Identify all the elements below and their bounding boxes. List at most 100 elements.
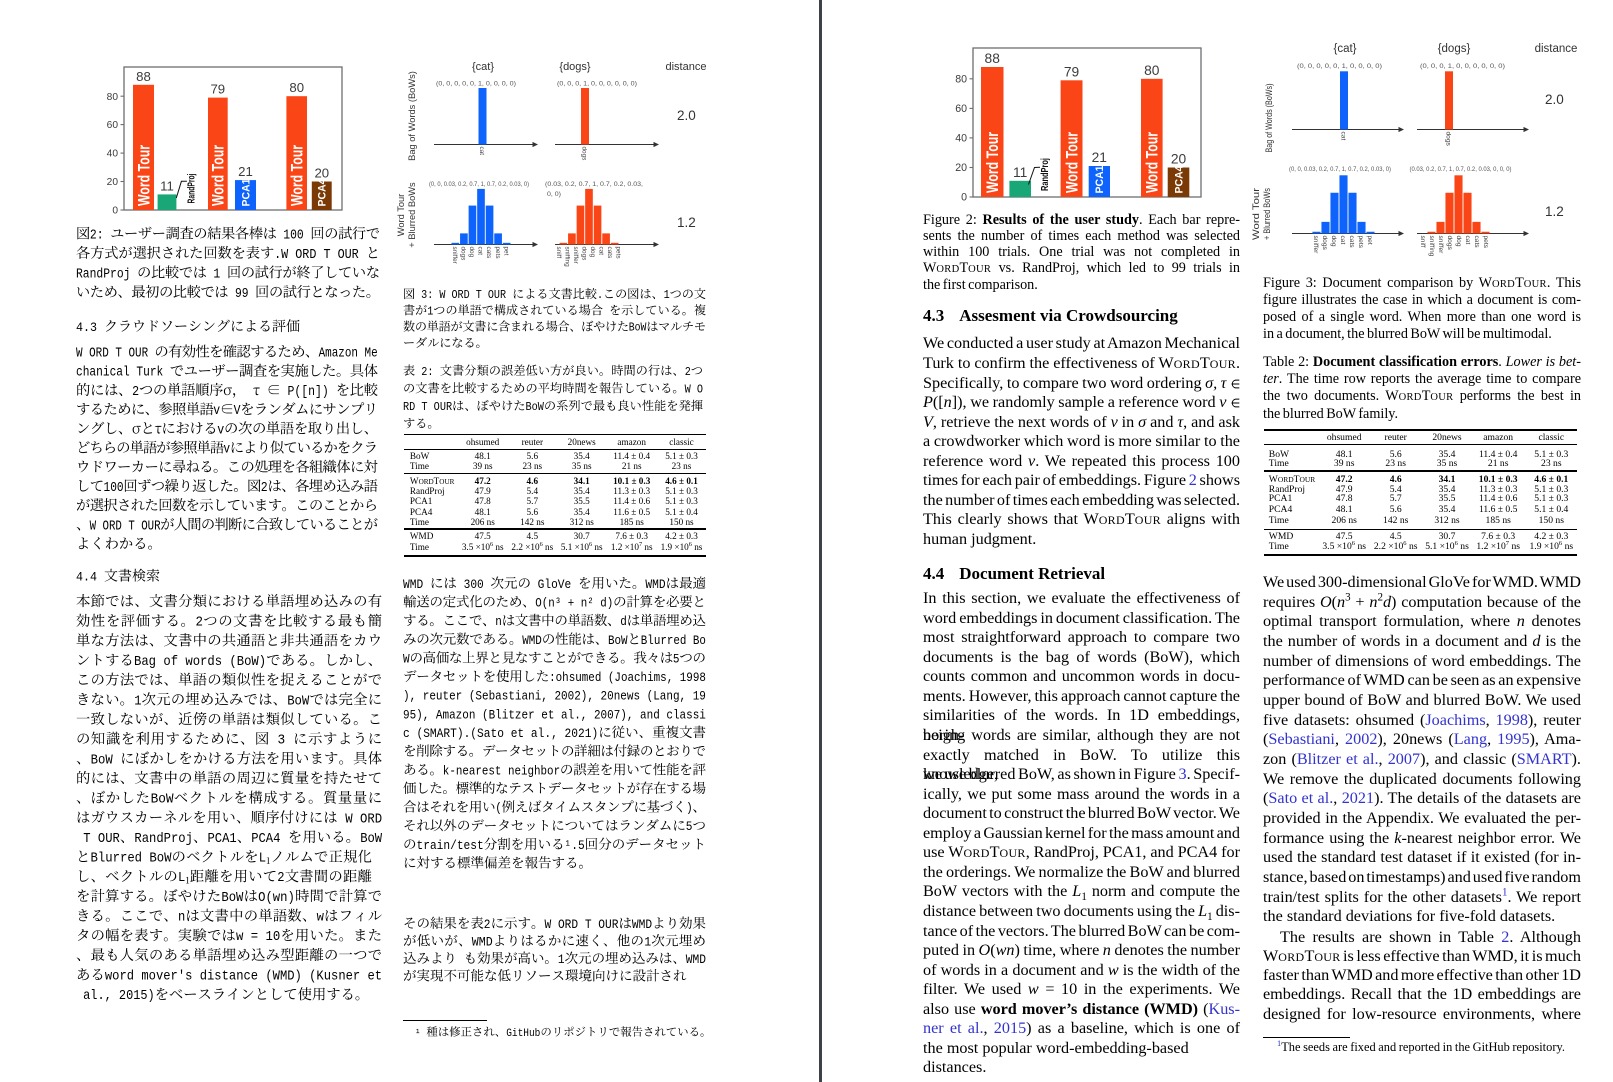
svg-text:20: 20 — [314, 166, 329, 181]
svg-text:sniffer: sniffer — [1437, 236, 1444, 255]
svg-text:chanical Turk: chanical Turk — [76, 366, 170, 381]
svg-text:cat: cat — [1464, 236, 1471, 245]
svg-text:v: v — [217, 423, 224, 438]
svg-text:pets: pets — [494, 247, 501, 259]
svg-text::ohsumed (Joachims, 1998: :ohsumed (Joachims, 1998 — [549, 670, 706, 685]
svg-text:PCA1: PCA1 — [208, 832, 237, 847]
svg-text:dogs: dogs — [1446, 236, 1453, 251]
svg-text:4.4: 4.4 — [76, 570, 104, 585]
svg-text:PCA1: PCA1 — [240, 179, 252, 207]
svg-text:PCA4: PCA4 — [1173, 166, 1185, 194]
svg-text:11: 11 — [1013, 165, 1027, 180]
svg-text:pets: pets — [1482, 236, 1489, 249]
svg-text:1: 1 — [207, 267, 228, 282]
svg-text:80: 80 — [107, 92, 119, 103]
svg-text:100: 100 — [277, 228, 311, 243]
svg-text:pet: pet — [1366, 236, 1373, 245]
svg-text:21: 21 — [238, 164, 253, 179]
svg-text:2:: 2: — [90, 228, 111, 243]
svg-text:100: 100 — [104, 481, 124, 496]
svg-text:80: 80 — [289, 80, 304, 95]
svg-text:dogs: dogs — [1445, 132, 1452, 147]
svg-text:RD T OUR: RD T OUR — [403, 401, 452, 414]
svg-text:(0, 0, 0.03, 0.2, 0.7, 1, 0.7,: (0, 0, 0.03, 0.2, 0.7, 1, 0.7, 0.2, 0.03… — [1289, 166, 1391, 173]
svg-text:cat: cat — [1340, 132, 1347, 141]
svg-text:11: 11 — [160, 178, 174, 193]
svg-text:al., 2015): al., 2015) — [76, 989, 155, 1004]
svg-text:1.2: 1.2 — [677, 215, 696, 230]
svg-text:W: W — [403, 651, 410, 666]
svg-text:V: V — [234, 404, 242, 419]
svg-text:BoW: BoW — [221, 891, 244, 906]
svg-text:(0.03, 0.2, 0.7, 1, 0.7, 0.2,: (0.03, 0.2, 0.7, 1, 0.7, 0.2, 0.03, 0, 0… — [1410, 166, 1512, 173]
svg-text:distance: distance — [1535, 43, 1578, 55]
svg-text:.: . — [597, 289, 603, 302]
svg-text:¹.5: ¹.5 — [565, 838, 585, 853]
svg-text:): ) — [686, 801, 693, 816]
svg-text:BoW: BoW — [629, 322, 647, 335]
svg-text:3: 3 — [270, 734, 293, 749]
svg-text:L: L — [178, 871, 185, 886]
svg-text:d: d — [620, 614, 627, 629]
svg-text:T OUR: T OUR — [76, 832, 120, 847]
svg-text:Word Tour: Word Tour — [1063, 131, 1081, 193]
svg-text:w: w — [317, 911, 325, 926]
svg-text:1: 1 — [644, 934, 651, 949]
svg-text:dog: dog — [1455, 236, 1462, 247]
svg-text:1: 1 — [427, 305, 433, 318]
svg-text:4.3: 4.3 — [76, 320, 104, 335]
svg-text:WMD: WMD — [686, 952, 706, 967]
svg-text:2: 2 — [261, 481, 268, 496]
svg-text:PCA4: PCA4 — [251, 832, 288, 847]
svg-text:(: ( — [495, 801, 502, 816]
svg-text:{cat}: {cat} — [1333, 43, 1356, 55]
svg-text:cats: cats — [606, 247, 613, 259]
svg-text:79: 79 — [210, 82, 225, 97]
svg-text:1: 1 — [664, 289, 670, 302]
svg-text:{cat}: {cat} — [472, 61, 494, 73]
svg-text:80: 80 — [955, 73, 967, 85]
svg-text:cats: cats — [1348, 236, 1355, 249]
svg-text:21: 21 — [1092, 150, 1107, 165]
svg-text:W ORD T OUR: W ORD T OUR — [545, 917, 619, 932]
svg-text:{dogs}: {dogs} — [559, 61, 591, 73]
svg-text:RandProj: RandProj — [134, 832, 193, 847]
svg-text:20: 20 — [955, 162, 967, 174]
svg-text:(0, 0, 0, 1, 0, 0, 0, 0, 0, 0): (0, 0, 0, 1, 0, 0, 0, 0, 0, 0) — [1420, 63, 1505, 70]
svg-text:O(n³ + n² d): O(n³ + n² d) — [535, 595, 613, 610]
svg-text:RandProj: RandProj — [76, 267, 137, 282]
svg-text:RandProj: RandProj — [187, 173, 198, 203]
svg-text:train/test: train/test — [417, 838, 484, 853]
svg-text:WMD: WMD — [472, 934, 493, 949]
svg-text:n: n — [495, 614, 502, 629]
svg-text:GitHub: GitHub — [506, 1028, 540, 1040]
svg-text:sniffer: sniffer — [572, 247, 579, 265]
svg-text:Word Tour: Word Tour — [135, 144, 153, 206]
svg-text:95), Amazon (Blitzer et al., 2: 95), Amazon (Blitzer et al., 2007), and … — [403, 707, 706, 722]
svg-text:2: 2 — [685, 366, 691, 379]
svg-text:c (SMART).(Sato et al., 2021): c (SMART).(Sato et al., 2021) — [403, 726, 598, 741]
svg-text:sniffing: sniffing — [563, 247, 570, 268]
svg-text:BoW: BoW — [360, 832, 383, 847]
svg-text:w = 10: w = 10 — [236, 930, 280, 945]
svg-text:WMD: WMD — [632, 917, 652, 932]
svg-text:Word Tour: Word Tour — [1144, 131, 1162, 193]
svg-text:88: 88 — [136, 69, 151, 84]
svg-text:80: 80 — [1144, 63, 1160, 78]
svg-text:1: 1 — [134, 694, 141, 709]
svg-text:PCA4: PCA4 — [317, 179, 329, 207]
svg-text:W O: W O — [685, 383, 703, 396]
svg-text:BoW: BoW — [151, 793, 175, 808]
svg-text:BoW: BoW — [608, 633, 628, 648]
svg-text:(0, 0, 0, 0, 0, 1, 0, 0, 0, 0): (0, 0, 0, 0, 0, 1, 0, 0, 0, 0) — [436, 81, 516, 88]
svg-text:k-nearest neighbor: k-nearest neighbor — [443, 763, 560, 778]
svg-text:sniffer: sniffer — [1312, 236, 1319, 255]
svg-text:20: 20 — [1171, 152, 1187, 167]
svg-text:¹: ¹ — [415, 1028, 426, 1040]
svg-text:distance: distance — [666, 61, 707, 73]
svg-text:+ Blurred BoWs: + Blurred BoWs — [407, 182, 417, 248]
svg-text:60: 60 — [955, 103, 967, 115]
svg-text:Word Tour: Word Tour — [289, 144, 307, 206]
svg-text:300: 300 — [457, 577, 491, 592]
svg-text:20: 20 — [107, 177, 119, 188]
